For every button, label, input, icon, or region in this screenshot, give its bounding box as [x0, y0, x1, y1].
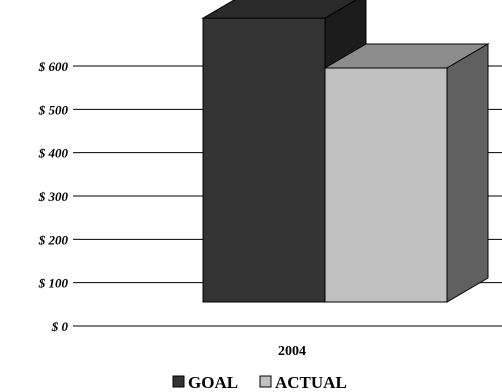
legend-label-goal: GOAL	[188, 373, 238, 392]
y-tick-label: $ 600	[38, 59, 69, 74]
bar-front-face	[324, 67, 448, 303]
x-category-label: 2004	[278, 344, 306, 359]
legend: GOAL ACTUAL	[172, 373, 347, 392]
legend-swatch-actual	[259, 375, 272, 388]
y-axis-ticks: $ 0 $ 100 $ 200 $ 300 $ 400 $ 500 $ 600	[38, 59, 80, 334]
y-tick-label: $ 400	[38, 146, 69, 161]
y-tick-label: $ 100	[38, 276, 69, 291]
bar-side-face	[446, 43, 489, 303]
legend-label-actual: ACTUAL	[275, 373, 347, 392]
y-tick-label: $ 200	[38, 232, 69, 247]
y-tick-label: $ 300	[38, 189, 69, 204]
bar-front-face	[202, 17, 326, 303]
y-tick-label: $ 500	[38, 102, 69, 117]
y-tick-label: $ 0	[51, 319, 69, 334]
bar-actual	[323, 43, 490, 303]
bar-top-face	[201, 0, 358, 19]
legend-swatch-goal	[172, 375, 185, 388]
bars	[201, 0, 490, 303]
